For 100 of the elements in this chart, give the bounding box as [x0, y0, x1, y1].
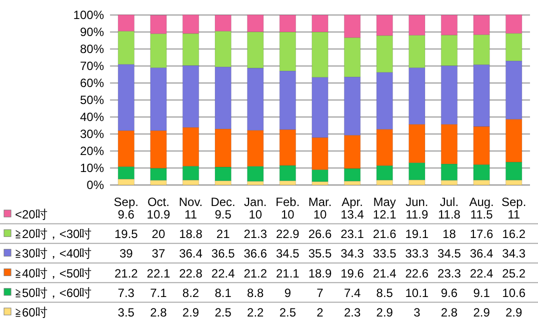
y-tick-label: 40% [80, 110, 104, 124]
data-label: 19.5 [114, 227, 138, 242]
data-label: 2 [316, 306, 324, 320]
data-label: 3 [414, 306, 421, 320]
y-tick-label: 0% [86, 178, 104, 192]
data-label: 7.4 [344, 286, 361, 300]
data-label: 34.3 [340, 246, 364, 261]
y-tick-label: 20% [80, 144, 104, 158]
data-label: 10.6 [502, 286, 526, 300]
data-label: 7.1 [150, 286, 168, 300]
data-label: 2.5 [214, 306, 232, 320]
data-label: 18.9 [308, 266, 332, 280]
data-label: 11.9 [406, 208, 428, 222]
y-tick-label: 90% [80, 25, 104, 39]
data-label: 21.6 [372, 227, 397, 242]
data-label: 36.4 [179, 246, 203, 261]
y-tick-label: 100% [73, 8, 104, 22]
data-label: 22.8 [179, 266, 203, 280]
data-label: 19.1 [405, 227, 429, 242]
data-label: 10 [313, 208, 327, 222]
data-label: 22.4 [470, 266, 494, 280]
data-label: 34.3 [502, 246, 526, 261]
data-label: 25.2 [502, 266, 526, 280]
data-label: 34.5 [438, 246, 462, 261]
data-label: 17.6 [470, 227, 494, 242]
data-label: 21.4 [372, 266, 397, 280]
data-label: 22.6 [405, 266, 429, 280]
data-label: 20 [152, 227, 166, 242]
data-label: 11.5 [470, 208, 494, 222]
data-label: 9.5 [214, 208, 232, 222]
data-label: 10.9 [146, 208, 170, 222]
data-label: 21 [216, 227, 230, 242]
data-label: 2.8 [150, 306, 168, 320]
data-label: 11.8 [438, 208, 461, 222]
x-tick-label: May [373, 195, 396, 209]
data-label: 2.9 [376, 306, 394, 320]
data-label: 18 [442, 227, 456, 242]
data-label: 8.8 [247, 286, 264, 300]
data-label: 7 [316, 286, 324, 300]
legend-label: <20吋 [15, 208, 48, 222]
data-label: 36.5 [211, 246, 236, 261]
legend-label: ≧40吋，<50吋 [15, 266, 92, 280]
data-label: 2.5 [279, 306, 296, 320]
data-label: 36.4 [470, 246, 494, 261]
data-label: 2.8 [440, 306, 458, 320]
x-tick-label: Sep. [114, 195, 138, 209]
data-label: 34.5 [276, 246, 300, 261]
x-tick-label: Sep. [502, 195, 526, 209]
data-label: 33.5 [372, 246, 397, 261]
data-label: 18.8 [179, 227, 203, 242]
data-label: 2.9 [182, 306, 200, 320]
data-label: 22.4 [211, 266, 236, 280]
data-label: 36.6 [244, 246, 268, 261]
y-tick-label: 50% [80, 93, 104, 107]
data-label: 16.2 [502, 227, 526, 242]
x-tick-label: Mar. [308, 195, 332, 209]
data-label: 9 [284, 286, 292, 300]
data-label: 13.4 [340, 208, 364, 222]
x-tick-label: Aug. [469, 195, 494, 209]
data-label: 10 [248, 208, 262, 222]
y-tick-label: 80% [80, 42, 104, 56]
data-label: 9.1 [473, 286, 490, 300]
data-label: 8.1 [214, 286, 232, 300]
x-tick-label: Jul. [440, 195, 459, 209]
data-label: 21.3 [244, 227, 268, 242]
x-tick-label: Feb. [276, 195, 300, 209]
data-label: 22.9 [276, 227, 300, 242]
data-label: 33.3 [405, 246, 429, 261]
data-label: 23.1 [340, 227, 364, 242]
x-tick-label: Apr. [342, 195, 363, 209]
data-label: 26.6 [308, 227, 332, 242]
data-label: 9.6 [440, 286, 458, 300]
legend-label: ≧60吋 [15, 306, 48, 320]
legend-label: ≧30吋，<40吋 [15, 246, 92, 261]
data-label: 21.2 [244, 266, 268, 280]
data-label: 22.1 [146, 266, 170, 280]
data-label: 12.1 [372, 208, 397, 222]
legend-label: ≧50吋，<60吋 [15, 286, 92, 300]
data-label: 2.2 [247, 306, 264, 320]
y-tick-label: 10% [80, 161, 104, 175]
data-label: 19.6 [340, 266, 364, 280]
data-label: 2.9 [473, 306, 490, 320]
x-tick-label: Nov. [178, 195, 203, 209]
data-label: 37 [152, 246, 166, 261]
data-label: 21.2 [114, 266, 138, 280]
data-label: 3.5 [118, 306, 135, 320]
x-tick-label: Jun. [406, 195, 428, 209]
data-label: 35.5 [308, 246, 332, 261]
y-tick-label: 30% [80, 127, 104, 141]
data-label: 23.3 [438, 266, 462, 280]
x-tick-label: Dec. [210, 195, 236, 209]
y-tick-label: 60% [80, 76, 104, 90]
data-label: 8.2 [182, 286, 200, 300]
data-label: 7.3 [118, 286, 135, 300]
data-label: 2.9 [506, 306, 523, 320]
data-label: 11 [184, 208, 198, 222]
legend-label: ≧20吋，<30吋 [15, 227, 92, 242]
data-label: 10.1 [405, 286, 429, 300]
data-label: 21.1 [276, 266, 300, 280]
data-label: 8.5 [376, 286, 394, 300]
